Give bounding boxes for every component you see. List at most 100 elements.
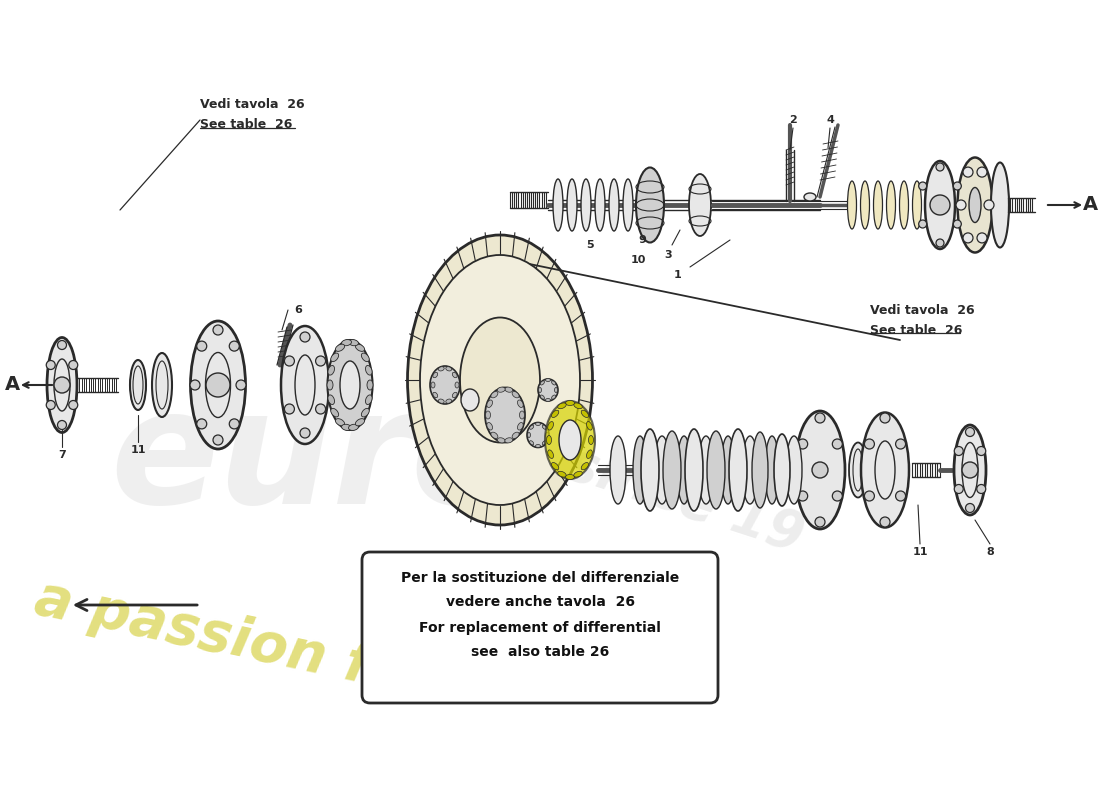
- Text: see  also table 26: see also table 26: [471, 645, 609, 659]
- Ellipse shape: [538, 379, 558, 401]
- Circle shape: [300, 332, 310, 342]
- Ellipse shape: [47, 338, 77, 433]
- Circle shape: [962, 462, 978, 478]
- Circle shape: [930, 195, 950, 215]
- Circle shape: [229, 419, 240, 429]
- Ellipse shape: [190, 321, 245, 449]
- Ellipse shape: [439, 399, 444, 403]
- Ellipse shape: [553, 179, 563, 231]
- Ellipse shape: [446, 399, 452, 403]
- Ellipse shape: [497, 387, 505, 392]
- Ellipse shape: [367, 380, 373, 390]
- Ellipse shape: [487, 422, 493, 430]
- Ellipse shape: [698, 436, 714, 504]
- Ellipse shape: [505, 387, 513, 392]
- Circle shape: [316, 356, 326, 366]
- Text: 1: 1: [674, 270, 682, 280]
- Ellipse shape: [513, 391, 519, 398]
- Circle shape: [936, 163, 944, 171]
- Ellipse shape: [517, 422, 524, 430]
- Circle shape: [69, 401, 78, 410]
- Ellipse shape: [446, 366, 452, 371]
- Ellipse shape: [342, 424, 352, 430]
- Ellipse shape: [433, 392, 438, 398]
- Text: 7: 7: [58, 450, 66, 460]
- Ellipse shape: [847, 181, 857, 229]
- Ellipse shape: [742, 436, 758, 504]
- Ellipse shape: [452, 392, 458, 398]
- Ellipse shape: [720, 436, 735, 504]
- Ellipse shape: [574, 403, 582, 409]
- Text: 3: 3: [664, 250, 672, 260]
- Ellipse shape: [407, 235, 593, 525]
- Ellipse shape: [774, 434, 790, 506]
- Ellipse shape: [566, 179, 578, 231]
- Text: A: A: [4, 375, 20, 394]
- Ellipse shape: [349, 339, 359, 346]
- Ellipse shape: [439, 366, 444, 371]
- Ellipse shape: [632, 436, 647, 504]
- Text: For replacement of differential: For replacement of differential: [419, 621, 661, 635]
- Ellipse shape: [328, 340, 373, 430]
- Ellipse shape: [340, 361, 360, 409]
- Circle shape: [54, 377, 70, 393]
- Ellipse shape: [365, 366, 372, 375]
- Ellipse shape: [551, 395, 556, 399]
- Ellipse shape: [586, 422, 592, 430]
- Ellipse shape: [707, 431, 725, 509]
- Ellipse shape: [752, 432, 768, 508]
- Text: 6: 6: [294, 305, 301, 315]
- Circle shape: [977, 485, 986, 494]
- Circle shape: [833, 439, 843, 449]
- Circle shape: [316, 404, 326, 414]
- Ellipse shape: [559, 420, 581, 460]
- Ellipse shape: [547, 435, 551, 445]
- Ellipse shape: [328, 395, 334, 405]
- Ellipse shape: [609, 179, 619, 231]
- Ellipse shape: [513, 432, 519, 438]
- Circle shape: [285, 356, 295, 366]
- Ellipse shape: [497, 438, 505, 443]
- Ellipse shape: [546, 378, 550, 382]
- Ellipse shape: [588, 435, 594, 445]
- Ellipse shape: [519, 411, 525, 419]
- Ellipse shape: [362, 408, 370, 417]
- Text: 11: 11: [130, 445, 145, 455]
- Ellipse shape: [460, 318, 540, 442]
- Text: A: A: [1082, 195, 1098, 214]
- Ellipse shape: [544, 401, 595, 479]
- Ellipse shape: [581, 410, 589, 418]
- Ellipse shape: [331, 408, 339, 417]
- Circle shape: [798, 491, 807, 501]
- Text: 9: 9: [638, 235, 646, 245]
- Ellipse shape: [336, 418, 344, 426]
- Ellipse shape: [786, 436, 802, 504]
- Ellipse shape: [610, 436, 626, 504]
- Ellipse shape: [969, 187, 981, 222]
- Ellipse shape: [336, 344, 344, 351]
- Circle shape: [229, 341, 240, 351]
- Circle shape: [966, 503, 975, 513]
- Ellipse shape: [540, 395, 544, 399]
- Ellipse shape: [365, 395, 372, 405]
- Circle shape: [213, 435, 223, 445]
- Circle shape: [206, 373, 230, 397]
- Circle shape: [918, 182, 926, 190]
- Circle shape: [880, 413, 890, 423]
- Ellipse shape: [331, 353, 339, 362]
- Circle shape: [954, 220, 961, 228]
- Text: Vedi tavola  26: Vedi tavola 26: [200, 98, 305, 111]
- Text: 5: 5: [586, 240, 594, 250]
- Circle shape: [984, 200, 994, 210]
- Circle shape: [213, 325, 223, 335]
- Ellipse shape: [548, 422, 553, 430]
- Ellipse shape: [540, 381, 544, 385]
- Circle shape: [865, 491, 874, 501]
- Ellipse shape: [689, 174, 711, 236]
- Text: vedere anche tavola  26: vedere anche tavola 26: [446, 595, 635, 609]
- Ellipse shape: [433, 372, 438, 378]
- Ellipse shape: [529, 425, 534, 430]
- Circle shape: [865, 439, 874, 449]
- Ellipse shape: [558, 403, 566, 409]
- Ellipse shape: [595, 179, 605, 231]
